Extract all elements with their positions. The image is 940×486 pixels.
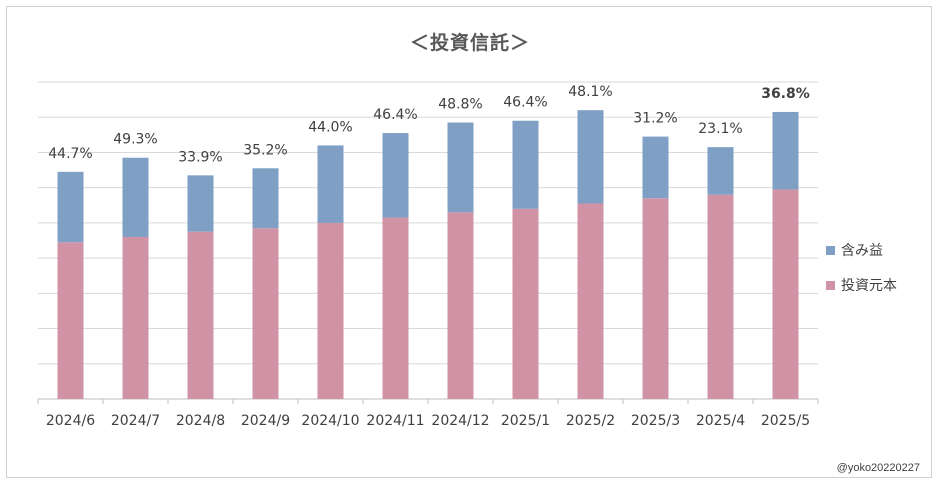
- credit-text: @yoko20220227: [836, 462, 920, 474]
- bar-unrealized-gain: [382, 133, 409, 218]
- bar-principal: [642, 198, 669, 399]
- bar-principal: [252, 228, 279, 399]
- data-label: 44.7%: [48, 146, 92, 162]
- bar-principal: [57, 242, 84, 399]
- bar-unrealized-gain: [57, 171, 84, 243]
- bar-principal: [382, 217, 409, 399]
- bar-principal: [772, 189, 799, 399]
- data-label: 46.4%: [503, 95, 547, 111]
- legend-swatch: [826, 281, 835, 290]
- bar-unrealized-gain: [122, 157, 149, 237]
- data-label: 46.4%: [373, 107, 417, 123]
- data-label: 48.1%: [568, 84, 612, 100]
- legend-label: 投資元本: [841, 278, 897, 294]
- x-tick-label: 2024/9: [241, 413, 290, 429]
- x-tick-label: 2024/12: [431, 413, 489, 429]
- x-tick-label: 2024/10: [301, 413, 359, 429]
- x-tick-label: 2025/4: [696, 413, 745, 429]
- data-label: 35.2%: [243, 142, 287, 158]
- data-label: 36.8%: [761, 86, 810, 102]
- x-tick-label: 2024/6: [46, 413, 95, 429]
- bar-principal: [122, 236, 149, 399]
- bar-principal: [577, 203, 604, 399]
- bar-unrealized-gain: [642, 136, 669, 199]
- bar-principal: [512, 208, 539, 399]
- data-label: 49.3%: [113, 132, 157, 148]
- x-tick-label: 2024/8: [176, 413, 225, 429]
- data-label: 44.0%: [308, 119, 352, 135]
- bar-principal: [707, 194, 734, 399]
- bar-unrealized-gain: [447, 122, 474, 213]
- data-label: 33.9%: [178, 149, 222, 165]
- bar-unrealized-gain: [187, 175, 214, 232]
- x-tick-label: 2024/7: [111, 413, 160, 429]
- legend-label: 含み益: [841, 243, 883, 259]
- bar-unrealized-gain: [707, 147, 734, 195]
- bar-unrealized-gain: [252, 168, 279, 229]
- data-label: 23.1%: [698, 121, 742, 137]
- x-tick-label: 2025/2: [566, 413, 615, 429]
- data-label: 48.8%: [438, 97, 482, 113]
- chart-title: ＜投資信託＞: [409, 32, 530, 54]
- x-tick-label: 2025/3: [631, 413, 680, 429]
- bar-principal: [447, 212, 474, 399]
- bar-unrealized-gain: [512, 120, 539, 209]
- data-label: 31.2%: [633, 111, 677, 127]
- bar-principal: [317, 222, 344, 399]
- bar-unrealized-gain: [577, 110, 604, 204]
- bar-unrealized-gain: [772, 111, 799, 190]
- x-tick-label: 2025/5: [761, 413, 810, 429]
- x-tick-label: 2024/11: [366, 413, 424, 429]
- x-tick-label: 2025/1: [501, 413, 550, 429]
- bar-unrealized-gain: [317, 145, 344, 223]
- bar-principal: [187, 231, 214, 399]
- legend-swatch: [826, 246, 835, 255]
